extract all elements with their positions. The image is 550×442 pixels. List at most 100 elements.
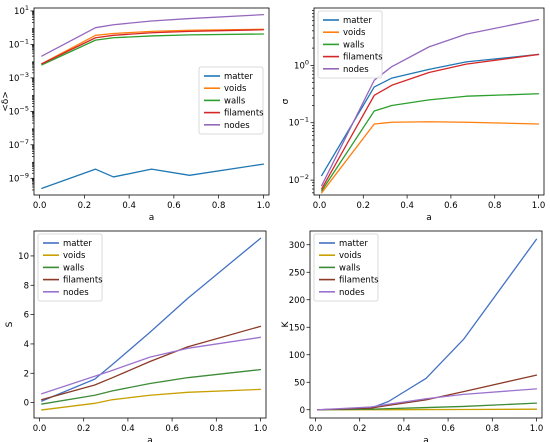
legend-frame (313, 233, 379, 302)
legend-frame (37, 233, 103, 302)
plot-area-frame (309, 230, 543, 419)
y-tick-label: 10−1 (289, 116, 309, 129)
x-tick-label: 0.8 (212, 201, 226, 211)
plot-area-frame (33, 230, 267, 419)
x-tick-label: 1.0 (532, 201, 546, 211)
x-tick-label: 1.0 (257, 201, 271, 211)
plot-area-frame (313, 7, 545, 196)
y-axis-label: <δ> (1, 91, 11, 112)
legend-frame (198, 66, 264, 135)
series-line-matter (41, 237, 262, 402)
legend-label-voids: voids (63, 251, 86, 261)
series-line-voids (41, 28, 265, 65)
y-tick-label: 6 (24, 311, 29, 321)
y-tick-label: 0 (300, 406, 305, 416)
legend-label-nodes: nodes (224, 121, 250, 131)
x-tick-label: 1.0 (254, 424, 268, 434)
y-tick-label: 150 (289, 323, 305, 333)
legend: matter voids walls filaments nodes (313, 233, 379, 302)
legend: matter voids walls filaments nodes (317, 10, 383, 79)
y-tick-label: 10 (18, 252, 29, 262)
y-tick-label: 0 (24, 399, 29, 409)
y-tick-label: 100 (294, 58, 309, 71)
y-axis-label: σ (281, 98, 291, 104)
y-tick-label: 250 (289, 268, 305, 278)
x-tick-label: 0.8 (210, 424, 224, 434)
y-tick-label: 10−9 (9, 171, 29, 184)
x-tick-label: 0.2 (78, 201, 92, 211)
x-tick-label: 0.4 (122, 201, 136, 211)
legend-label-voids: voids (224, 84, 247, 94)
y-tick-label: 10−2 (289, 173, 309, 186)
series-line-nodes (321, 18, 540, 187)
y-tick-label: 10−7 (9, 138, 29, 151)
x-tick-label: 0.2 (357, 201, 371, 211)
y-tick-label: 10−3 (9, 71, 29, 84)
legend-frame (317, 10, 383, 79)
y-tick-label: 8 (24, 281, 29, 291)
x-axis-label: a (147, 436, 153, 442)
series-line-matter (321, 53, 540, 177)
x-tick-label: 0.4 (121, 424, 135, 434)
y-tick-label: 2 (24, 369, 29, 379)
x-tick-label: 1.0 (530, 424, 544, 434)
legend-label-walls: walls (339, 263, 361, 273)
chart-panel-4: 0.0 0.2 0.4 0.6 0.8 1.0 0 50 100 150 200 250 300 a Kma… (281, 230, 544, 442)
y-tick-label: 10−5 (9, 104, 29, 117)
x-tick-label: 0.4 (400, 201, 414, 211)
series-line-nodes (41, 14, 265, 57)
series-line-matter (41, 163, 265, 189)
legend-label-nodes: nodes (343, 65, 369, 75)
series-line-walls (321, 93, 540, 192)
legend-label-matter: matter (339, 239, 368, 249)
legend-label-walls: walls (343, 40, 365, 50)
legend-label-filaments: filaments (63, 276, 103, 286)
x-tick-label: 0.4 (397, 424, 411, 434)
legend-label-filaments: filaments (343, 53, 383, 63)
series-line-walls (317, 402, 538, 411)
y-tick-label: 100 (289, 351, 305, 361)
series-line-filaments (321, 53, 540, 190)
legend: matter voids walls filaments nodes (198, 66, 264, 135)
x-tick-label: 0.8 (486, 424, 500, 434)
x-tick-label: 0.0 (313, 201, 327, 211)
series-line-nodes (41, 336, 262, 395)
legend-label-filaments: filaments (224, 109, 264, 119)
x-tick-label: 0.6 (167, 201, 181, 211)
series-line-voids (321, 121, 540, 194)
chart-panel-2: 0.0 0.2 0.4 0.6 0.8 1.0 10−2 10−1 100 a σ matter voi… (281, 7, 546, 223)
x-tick-label: 0.2 (77, 424, 91, 434)
legend-label-matter: matter (343, 16, 372, 26)
legend-label-voids: voids (339, 251, 362, 261)
legend-label-walls: walls (224, 96, 246, 106)
legend: matter voids walls filaments nodes (37, 233, 103, 302)
series-line-filaments (41, 325, 262, 401)
series-line-walls (41, 33, 265, 66)
series-line-voids (41, 388, 262, 411)
legend-label-walls: walls (63, 263, 85, 273)
y-axis-label: K (281, 320, 291, 327)
x-tick-label: 0.0 (33, 201, 47, 211)
series-line-nodes (317, 388, 538, 411)
legend-label-nodes: nodes (339, 288, 365, 298)
x-tick-label: 0.0 (33, 424, 47, 434)
series-line-filaments (317, 374, 538, 411)
x-tick-label: 0.2 (353, 424, 367, 434)
legend-label-matter: matter (63, 239, 92, 249)
y-tick-label: 50 (294, 378, 305, 388)
legend-label-voids: voids (343, 28, 366, 38)
legend-label-nodes: nodes (63, 288, 89, 298)
x-tick-label: 0.6 (165, 424, 179, 434)
chart-panel-1: 0.0 0.2 0.4 0.6 0.8 1.0 10−9 10−7 10−5 10−3 10−1 10… (1, 4, 270, 223)
x-tick-label: 0.0 (309, 424, 323, 434)
series-line-walls (41, 368, 262, 405)
x-tick-label: 0.6 (444, 201, 458, 211)
x-axis-label: a (426, 213, 432, 223)
y-tick-label: 10−1 (9, 37, 29, 50)
y-tick-label: 101 (14, 4, 29, 17)
legend-label-filaments: filaments (339, 276, 379, 286)
y-axis-label: S (5, 321, 15, 327)
series-line-filaments (41, 29, 265, 65)
